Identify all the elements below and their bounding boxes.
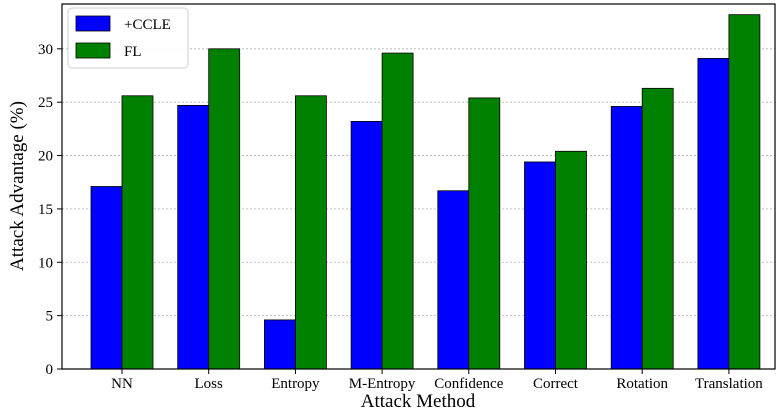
bar-ccle [263,319,296,370]
legend-label-fl: FL [124,44,142,60]
x-tick-label: Loss [195,376,224,392]
y-axis: 0 5 10 15 20 25 30 [38,42,62,378]
legend-swatch-fl [75,42,111,59]
bar-fl [555,150,587,370]
bar-ccle [610,106,643,370]
bar-fl [294,95,327,370]
y-tick-label: 15 [38,202,53,218]
bar-fl [208,48,241,370]
x-tick-label: Rotation [616,376,668,392]
y-tick-label: 30 [38,42,53,58]
x-tick-label: Confidence [434,376,503,392]
plot-frame [61,3,776,370]
y-axis-title: Attack Advantage (%) [7,101,28,271]
x-tick-label: Translation [695,376,763,392]
x-axis: NN Loss Entropy M-Entropy Confidence Correct R… [111,369,763,392]
y-tick-label: 20 [38,149,53,165]
bar-fl [728,14,761,370]
bar-ccle [90,186,123,370]
bar-ccle [697,58,730,370]
y-tick-label: 5 [46,309,54,325]
x-tick-label: Correct [533,376,579,392]
x-tick-label: Entropy [271,376,320,392]
bar-ccle [524,161,556,370]
legend-swatch-ccle [75,15,111,32]
y-tick-label: 10 [38,255,53,271]
bar-ccle [350,120,383,370]
bar-fl [641,87,674,370]
bar-fl [468,97,501,370]
y-tick-label: 0 [46,362,54,378]
bar-ccle [437,190,470,370]
gridlines [62,48,775,317]
x-tick-label: NN [111,376,133,392]
bar-fl [381,52,414,370]
x-axis-title: Attack Method [361,391,476,412]
legend: +CCLE FL [67,7,189,69]
x-tick-label: M-Entropy [349,376,416,392]
legend-label-ccle: +CCLE [124,17,171,33]
y-tick-label: 25 [38,95,53,111]
bar-fl [121,95,154,370]
bar-ccle [177,104,210,370]
bars [90,14,761,370]
